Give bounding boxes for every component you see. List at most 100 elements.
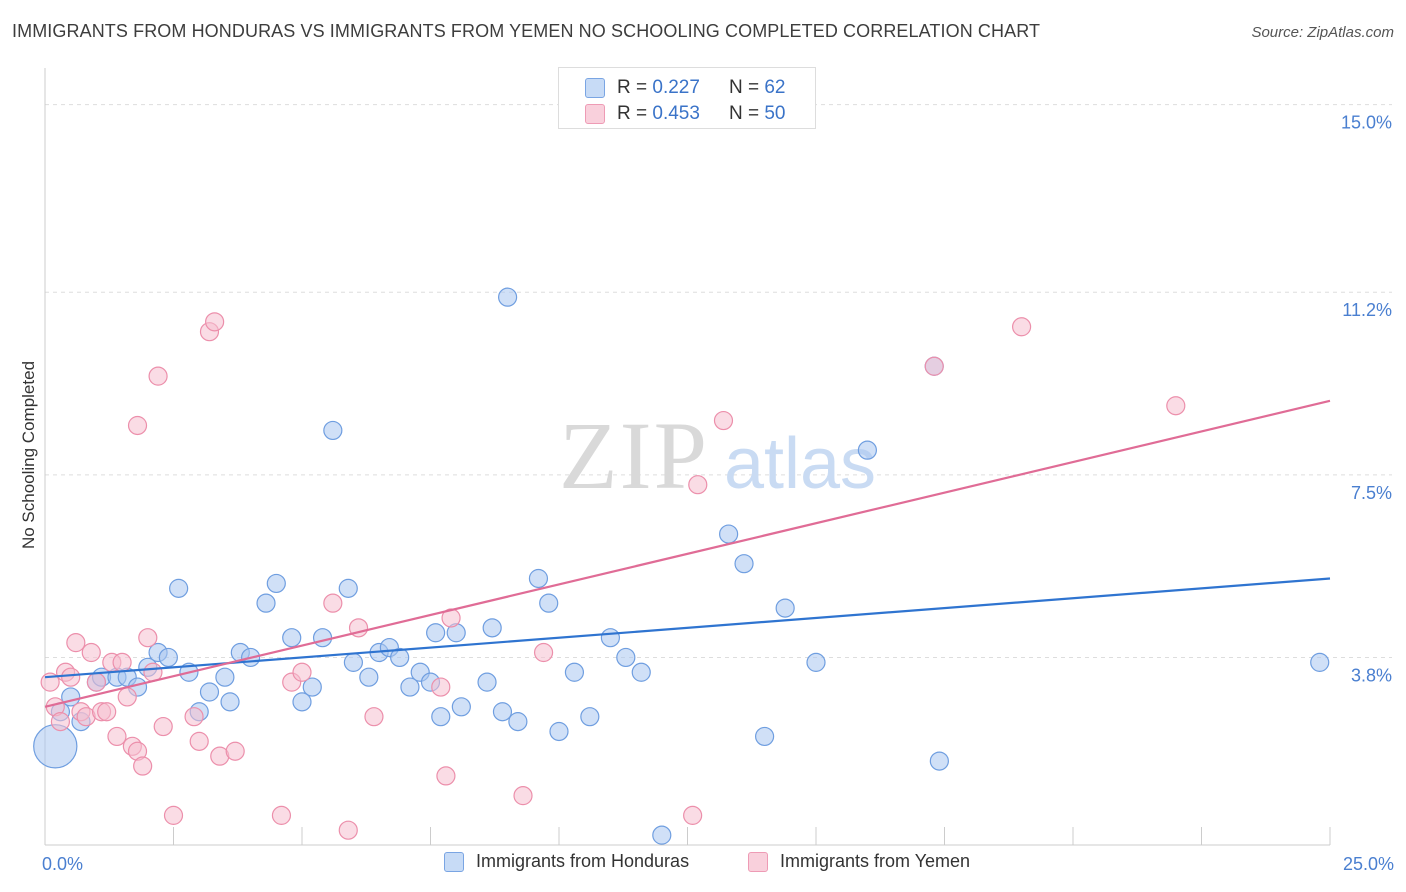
honduras-point: [600, 628, 621, 648]
honduras-point: [302, 677, 322, 697]
source-label: Source: ZipAtlas.com: [1251, 24, 1394, 41]
honduras-point: [498, 287, 518, 307]
axes: [44, 68, 1331, 846]
legend-r-value: 0.227: [652, 77, 700, 98]
yemen-point: [271, 805, 292, 825]
yemen-point: [133, 756, 153, 776]
honduras-point: [323, 420, 343, 441]
y-tick-label: 3.8%: [1351, 665, 1392, 685]
honduras-point: [169, 578, 189, 598]
honduras-point: [734, 554, 754, 574]
yemen-point: [66, 633, 86, 653]
yemen-point: [441, 608, 461, 628]
honduras-point: [431, 707, 451, 727]
y-tick-label: 11.2%: [1342, 300, 1392, 320]
yemen-point: [138, 628, 158, 648]
honduras-point: [549, 721, 569, 742]
yemen-point: [431, 677, 451, 697]
yemen-point: [184, 707, 204, 727]
yemen-point: [1166, 396, 1186, 416]
y-axis-title: No Schooling Completed: [19, 361, 38, 549]
honduras-point: [482, 618, 502, 638]
tick-labels: 3.8% 7.5% 11.2% 15.0% 0.0% 25.0% No Schooling …: [19, 113, 1394, 874]
yemen-point: [127, 415, 148, 436]
honduras-point: [359, 667, 379, 687]
legend-row-honduras: R = 0.227 N = 62: [585, 76, 785, 100]
legend-r-label: R =: [617, 77, 648, 98]
yemen-point: [292, 662, 312, 682]
honduras-trend-line: [44, 577, 1331, 679]
yemen-point: [148, 366, 168, 386]
legend-n-label: N =: [728, 77, 760, 98]
legend-r-label: R =: [617, 103, 648, 124]
yemen-point: [163, 805, 184, 825]
legend-n-label: N =: [728, 103, 760, 124]
watermark-zip: ZIP: [559, 402, 709, 509]
honduras-point: [492, 702, 513, 722]
legend-n-value: 62: [764, 77, 786, 98]
honduras-point: [539, 593, 559, 613]
legend-n-value: 50: [764, 103, 786, 124]
yemen-point: [1011, 317, 1032, 337]
honduras-point: [719, 524, 739, 544]
honduras-point: [343, 652, 363, 672]
honduras-swatch: [444, 851, 464, 872]
yemen-point: [533, 642, 554, 663]
honduras-point: [631, 662, 651, 682]
chart-title: IMMIGRANTS FROM HONDURAS VS IMMIGRANTS F…: [12, 21, 1041, 41]
honduras-point: [266, 573, 286, 594]
bottom-legend-label: Immigrants from Yemen: [780, 851, 971, 871]
honduras-point: [616, 647, 636, 668]
bottom-legend-label: Immigrants from Honduras: [476, 851, 690, 871]
yemen-point: [924, 356, 944, 376]
honduras-point: [477, 672, 497, 692]
honduras-point: [857, 440, 878, 460]
honduras-point: [338, 578, 358, 598]
yemen-swatch: [748, 851, 768, 872]
yemen-point: [225, 741, 245, 761]
legend-row-yemen: R = 0.453 N = 50: [585, 102, 785, 126]
x-tick-label: 25.0%: [1343, 854, 1394, 874]
yemen-point: [364, 707, 384, 727]
honduras-point: [215, 667, 235, 687]
honduras-point: [754, 726, 775, 747]
yemen-point: [107, 726, 127, 747]
gridlines: [45, 104, 1392, 658]
honduras-point: [158, 647, 178, 668]
honduras-point: [775, 598, 795, 618]
y-tick-label: 7.5%: [1351, 483, 1392, 503]
yemen-point: [323, 593, 343, 613]
yemen-point: [153, 716, 173, 737]
yemen-point: [688, 475, 708, 495]
honduras-point: [652, 825, 672, 845]
x-tick-label: 0.0%: [42, 854, 83, 874]
yemen-point: [112, 652, 132, 672]
yemen-point: [117, 687, 137, 707]
honduras-point: [199, 682, 220, 702]
watermark-atlas: atlas: [724, 424, 876, 504]
honduras-point: [451, 697, 471, 717]
yemen-trend-line: [44, 399, 1331, 708]
honduras-point: [426, 623, 446, 643]
honduras-point: [1310, 652, 1330, 672]
yemen-point: [513, 786, 533, 806]
bottom-legend-honduras: Immigrants from Honduras: [444, 851, 689, 872]
legend-r-value: 0.453: [652, 103, 700, 124]
yemen-point: [436, 766, 456, 786]
honduras-swatch: [585, 78, 605, 98]
honduras-point: [528, 568, 549, 589]
correlation-legend: R = 0.227 N = 62 R = 0.453 N = 50: [558, 67, 816, 129]
yemen-point: [81, 642, 101, 663]
yemen-swatch: [585, 104, 605, 124]
honduras-point: [33, 724, 78, 769]
honduras-point: [508, 712, 528, 732]
yemen-point: [97, 702, 117, 722]
honduras-point: [312, 628, 333, 648]
honduras-point: [929, 751, 949, 771]
yemen-point: [86, 672, 107, 692]
yemen-point: [61, 667, 81, 687]
yemen-point: [338, 820, 358, 840]
honduras-point: [580, 707, 600, 727]
honduras-point: [292, 692, 312, 712]
